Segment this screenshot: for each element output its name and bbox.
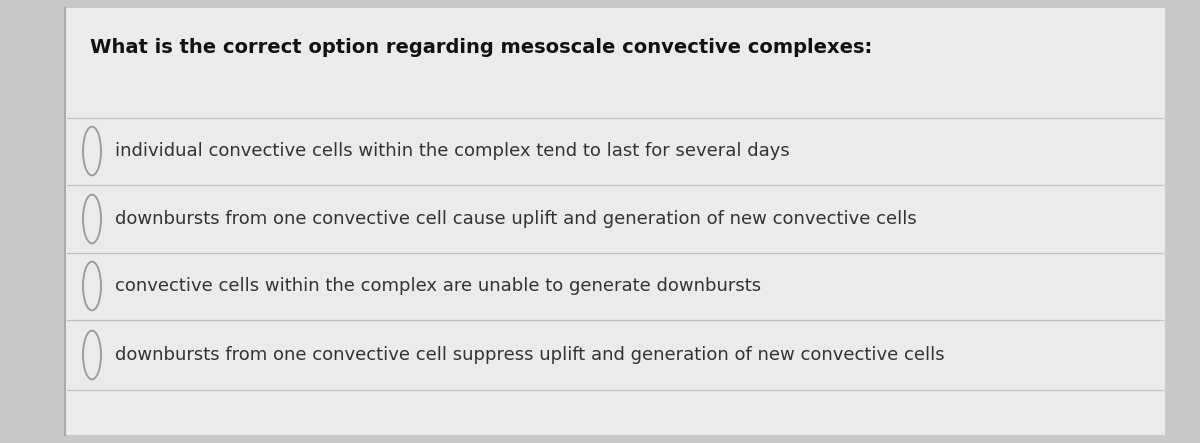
Text: downbursts from one convective cell suppress uplift and generation of new convec: downbursts from one convective cell supp… (115, 346, 944, 364)
Text: convective cells within the complex are unable to generate downbursts: convective cells within the complex are … (115, 277, 761, 295)
Text: individual convective cells within the complex tend to last for several days: individual convective cells within the c… (115, 142, 790, 160)
Text: What is the correct option regarding mesoscale convective complexes:: What is the correct option regarding mes… (90, 38, 872, 57)
Text: downbursts from one convective cell cause uplift and generation of new convectiv: downbursts from one convective cell caus… (115, 210, 917, 228)
